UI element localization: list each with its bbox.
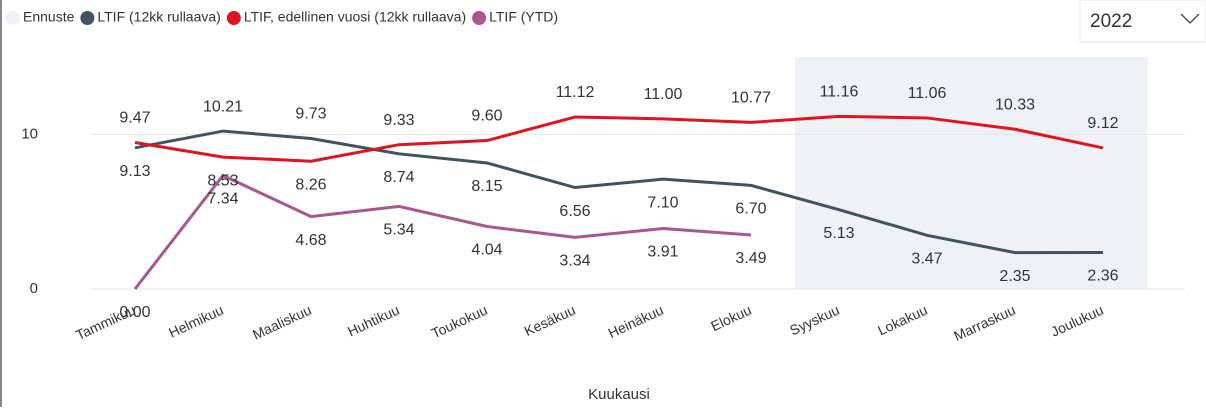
x-tick-label: Joulukuu <box>1048 302 1106 340</box>
forecast-band <box>883 57 972 289</box>
x-tick-label: Syyskuu <box>787 302 842 339</box>
data-label: 8.53 <box>207 172 238 189</box>
data-label: 4.68 <box>295 232 326 249</box>
data-label: 9.33 <box>383 112 414 129</box>
x-axis-title: Kuukausi <box>588 386 650 403</box>
data-label: 11.06 <box>908 85 947 102</box>
legend-swatch <box>6 11 20 25</box>
frame-edge <box>0 0 2 407</box>
dropdown-arrow[interactable] <box>1180 13 1200 24</box>
data-label: 5.34 <box>383 222 414 239</box>
y-tick-label: 10 <box>21 125 38 142</box>
x-tick-label: Marraskuu <box>951 302 1018 344</box>
data-label: 3.47 <box>911 251 942 268</box>
data-label: 11.16 <box>820 84 859 101</box>
data-label: 8.26 <box>295 176 326 193</box>
forecast-band <box>1059 57 1148 289</box>
data-label: 10.33 <box>995 96 1035 113</box>
data-label: 3.91 <box>647 244 678 261</box>
data-label: 3.34 <box>559 253 590 270</box>
data-label: 5.13 <box>823 225 854 242</box>
x-tick-label: Maaliskuu <box>250 302 314 343</box>
legend-label: Ennuste <box>23 9 75 25</box>
data-label: 8.15 <box>471 178 502 195</box>
x-tick-label: Lokakuu <box>875 302 930 339</box>
forecast-band <box>971 57 1060 289</box>
data-label: 4.04 <box>471 242 502 259</box>
data-label: 11.00 <box>644 86 683 103</box>
legend-swatch <box>80 11 95 25</box>
legend-label: LTIF, edellinen vuosi (12kk rullaava) <box>244 9 466 25</box>
data-label: 3.49 <box>735 250 766 267</box>
forecast-band <box>795 57 884 289</box>
x-tick-label: Elokuu <box>708 302 754 335</box>
data-label: 9.60 <box>471 108 502 125</box>
year-slicer[interactable] <box>1079 0 1206 43</box>
legend-label: LTIF (12kk rullaava) <box>97 9 220 25</box>
x-tick-label: Kesäkuu <box>522 302 578 340</box>
data-label: 7.34 <box>207 191 238 208</box>
data-label: 7.10 <box>647 194 678 211</box>
x-tick-label: Huhtikuu <box>345 302 402 340</box>
data-label: 2.36 <box>1087 268 1118 285</box>
data-label: 6.70 <box>735 201 766 218</box>
data-label: 8.74 <box>383 169 414 186</box>
legend-swatch <box>226 11 241 25</box>
legend-swatch <box>472 11 487 25</box>
slicer-value[interactable]: 2022 <box>1090 11 1132 32</box>
data-label: 11.12 <box>556 84 595 101</box>
data-label: 9.12 <box>1087 115 1118 132</box>
series-line <box>134 129 1104 255</box>
data-label: 6.56 <box>559 203 590 220</box>
data-label: 0.00 <box>119 304 150 321</box>
data-label: 2.35 <box>999 268 1030 285</box>
data-label: 9.73 <box>295 106 326 123</box>
data-label: 9.13 <box>119 163 150 180</box>
y-tick-label: 0 <box>30 280 38 297</box>
data-label: 9.47 <box>119 110 150 127</box>
x-tick-label: Heinäkuu <box>605 302 665 342</box>
x-tick-label: Helmikuu <box>166 302 226 341</box>
series-line <box>133 173 752 290</box>
legend-label: LTIF (YTD) <box>489 9 558 25</box>
data-label: 10.77 <box>731 90 771 107</box>
x-tick-label: Toukokuu <box>429 302 490 342</box>
data-label: 10.21 <box>203 98 243 115</box>
series-line <box>134 114 1104 163</box>
